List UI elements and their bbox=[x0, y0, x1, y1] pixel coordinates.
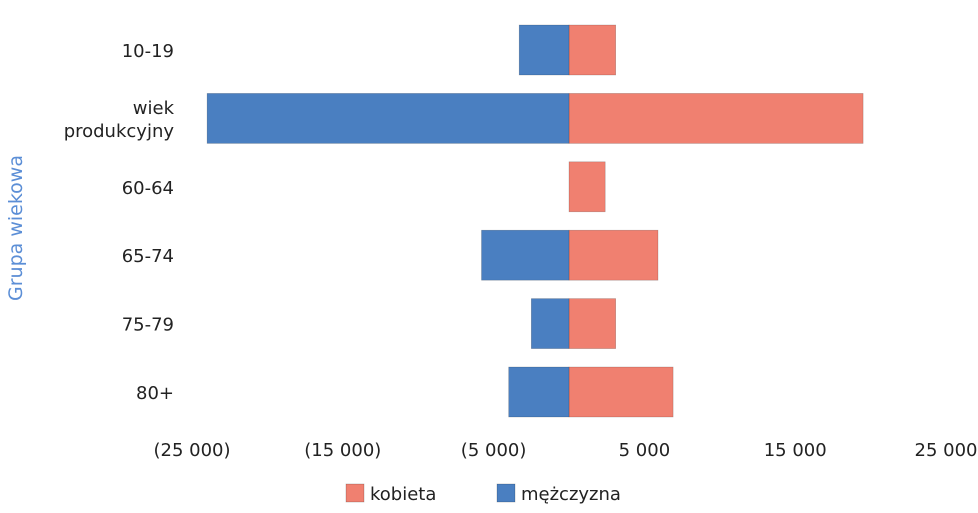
x-tick-label-3: 5 000 bbox=[619, 440, 671, 461]
bar-kobieta-2 bbox=[568, 161, 606, 213]
x-tick-label-2: (5 000) bbox=[461, 440, 527, 461]
category-labels: 10-19 wiek produkcyjny 60-64 65-74 75-79 80+ bbox=[64, 41, 175, 404]
bars-group bbox=[206, 24, 864, 418]
legend-swatch-0 bbox=[345, 483, 365, 503]
bar-mezczyzna-4 bbox=[530, 298, 570, 349]
bar-mezczyzna-3 bbox=[481, 229, 570, 281]
category-label-3: 65-74 bbox=[122, 246, 174, 267]
bar-mezczyzna-1 bbox=[206, 93, 570, 144]
legend-swatch-1 bbox=[496, 483, 516, 503]
bar-kobieta-1 bbox=[568, 93, 864, 144]
x-tick-label-5: 25 000 bbox=[915, 440, 978, 461]
legend-label-1: mężczyzna bbox=[521, 484, 621, 505]
bar-kobieta-5 bbox=[568, 366, 674, 418]
legend: kobieta mężczyzna bbox=[345, 483, 621, 505]
x-tick-label-1: (15 000) bbox=[304, 440, 381, 461]
category-label-4: 75-79 bbox=[122, 315, 174, 336]
category-label-5: 80+ bbox=[136, 383, 174, 404]
bar-kobieta-0 bbox=[568, 24, 617, 76]
x-tick-label-0: (25 000) bbox=[153, 440, 230, 461]
category-label-0: 10-19 bbox=[122, 41, 174, 62]
bar-kobieta-3 bbox=[568, 229, 659, 281]
category-label-1: wiek produkcyjny bbox=[64, 98, 175, 142]
bar-mezczyzna-5 bbox=[508, 366, 570, 418]
bar-mezczyzna-0 bbox=[518, 24, 570, 76]
legend-label-0: kobieta bbox=[370, 484, 436, 505]
y-axis-title: Grupa wiekowa bbox=[5, 155, 27, 301]
bar-kobieta-4 bbox=[568, 298, 617, 349]
x-tick-label-4: 15 000 bbox=[764, 440, 827, 461]
x-tick-labels: (25 000) (15 000) (5 000) 5 000 15 000 25 000 bbox=[153, 440, 977, 461]
category-label-2: 60-64 bbox=[122, 178, 174, 199]
